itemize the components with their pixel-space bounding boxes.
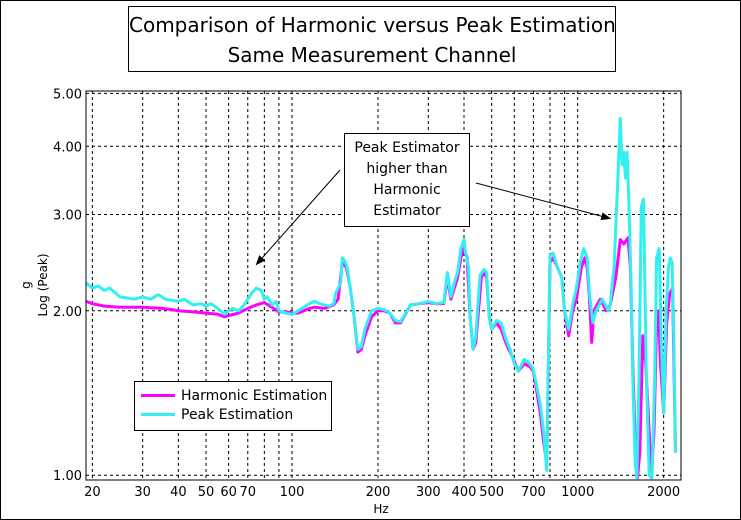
x-tick-label: 100: [280, 485, 305, 500]
chart-subtitle: Same Measurement Channel: [227, 43, 517, 67]
y-axis-label: Log (Peak): [36, 253, 50, 316]
y-tick-label: 1.00: [53, 469, 82, 484]
y-tick-label: 4.00: [53, 140, 82, 155]
x-tick-label: 30: [134, 485, 151, 500]
x-tick-label: 700: [521, 485, 546, 500]
x-tick-label: 1000: [561, 485, 594, 500]
legend-swatch-harmonic: [141, 394, 175, 397]
chart-title-box: Comparison of Harmonic versus Peak Estim…: [128, 6, 616, 72]
annotation-arrow: [255, 169, 341, 266]
series-line-peak: [85, 116, 677, 480]
x-tick-label: 300: [416, 485, 441, 500]
y-tick-label: 3.00: [53, 209, 82, 224]
callout-line: Peak Estimator: [354, 140, 460, 156]
x-tick-label: 20: [84, 485, 101, 500]
callout-line: Harmonic: [373, 182, 441, 198]
legend: Harmonic Estimation Peak Estimation: [134, 381, 332, 431]
x-tick-label: 70: [240, 485, 257, 500]
chart-title: Comparison of Harmonic versus Peak Estim…: [129, 13, 616, 37]
legend-label-peak: Peak Estimation: [181, 406, 294, 423]
y-tick-label: 2.00: [53, 305, 82, 320]
x-axis-ticks: 20 30 40 50 60 70 100 200 300 400 500 700 1000 2000: [84, 485, 680, 500]
x-tick-label: 200: [366, 485, 391, 500]
annotation-arrows: [255, 169, 612, 266]
x-axis-label: Hz: [373, 502, 388, 516]
annotation-callout: Peak Estimator higher than Harmonic Esti…: [344, 133, 470, 227]
series-layer: [85, 116, 677, 480]
x-tick-label: 400: [452, 485, 477, 500]
callout-line: Estimator: [373, 203, 441, 219]
x-tick-label: 40: [170, 485, 187, 500]
legend-item-peak: Peak Estimation: [141, 405, 331, 424]
x-tick-label: 500: [479, 485, 504, 500]
legend-swatch-peak: [141, 413, 175, 416]
callout-line: higher than: [366, 161, 448, 177]
x-tick-label: 60: [220, 485, 237, 500]
x-tick-label: 50: [198, 485, 215, 500]
legend-item-harmonic: Harmonic Estimation: [141, 386, 331, 405]
y-axis-unit-label: g: [19, 281, 33, 289]
x-tick-label: 2000: [647, 485, 680, 500]
annotation-arrow: [475, 182, 612, 221]
y-tick-label: 5.00: [53, 87, 82, 102]
legend-label-harmonic: Harmonic Estimation: [181, 387, 328, 404]
plot-border: [85, 90, 682, 481]
y-axis-ticks: 1.00 2.00 3.00 4.00 5.00: [53, 87, 82, 484]
